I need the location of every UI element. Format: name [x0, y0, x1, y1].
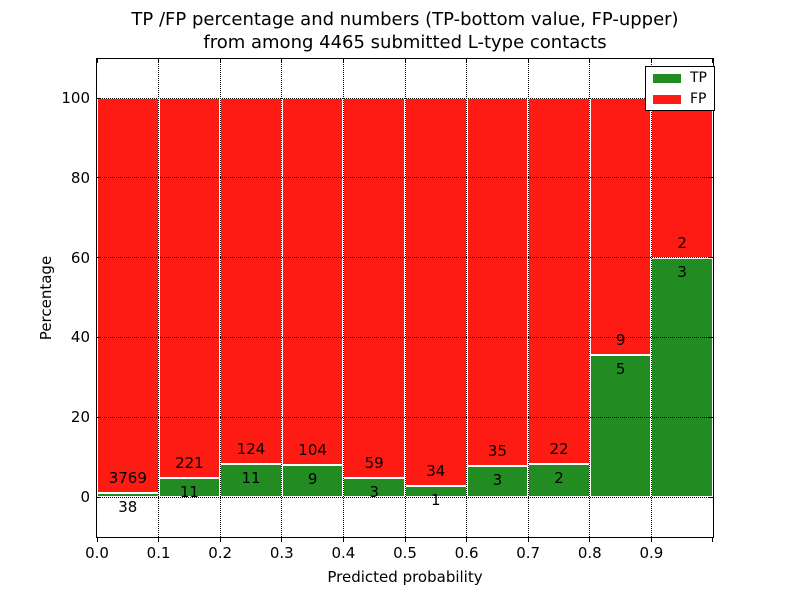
gridline-vertical: [527, 59, 529, 537]
y-tick-mark-right: [709, 336, 713, 338]
x-tick-mark-bottom: [281, 538, 283, 542]
legend: TP FP: [645, 66, 715, 111]
x-axis-label: Predicted probability: [327, 568, 483, 586]
bar-count-labels-layer: 3769 38 221 11 124 11 104 9 59 3 34 1 35 3 22 2 9 5 2 3: [97, 59, 713, 537]
tp-count-label: 9: [307, 470, 318, 489]
y-tick-mark-left: [97, 257, 101, 259]
tp-count-label: 1: [431, 490, 441, 509]
x-tick-mark-top: [342, 59, 344, 63]
x-tick-label: 0.3: [269, 544, 294, 562]
x-tick-mark-top: [158, 59, 160, 63]
bar-segment-tp: [528, 463, 590, 497]
x-tick-label: 0.5: [393, 544, 417, 562]
tp-count-label: 11: [179, 483, 199, 502]
legend-swatch-fp: [653, 94, 681, 104]
fp-count-label: 221: [175, 454, 204, 473]
tp-count-label: 5: [615, 359, 626, 378]
gridline-vertical: [158, 59, 160, 537]
tp-count-label: 3: [369, 482, 379, 501]
x-tick-mark-top: [650, 59, 652, 63]
chart-title: TP /FP percentage and numbers (TP-bottom…: [131, 8, 678, 54]
tp-count-label: 38: [118, 498, 138, 517]
gridline-vertical: [342, 59, 344, 537]
x-tick-label: 0.0: [85, 544, 109, 562]
tp-count-label: 2: [554, 468, 564, 487]
x-tick-mark-top: [281, 59, 283, 63]
y-tick-mark-right: [709, 177, 713, 179]
legend-label: TP: [690, 69, 707, 86]
x-tick-label: 0.2: [208, 544, 233, 562]
y-tick-mark-left: [97, 416, 101, 418]
x-tick-mark-top: [527, 59, 529, 63]
x-tick-mark-bottom: [342, 538, 344, 542]
y-tick-mark-left: [97, 97, 101, 99]
grid-layer: [97, 59, 713, 537]
y-tick-label: 20: [70, 408, 90, 427]
gridline-vertical: [219, 59, 221, 537]
fp-count-label: 3769: [108, 469, 147, 488]
tp-count-label: 3: [677, 262, 687, 281]
bar-segment-tp: [651, 257, 713, 497]
legend-swatch-tp: [653, 73, 681, 83]
gridline-vertical: [650, 59, 652, 537]
x-tick-mark-top: [712, 59, 713, 63]
x-tick-mark-bottom: [466, 538, 468, 542]
fp-count-label: 124: [236, 440, 266, 459]
x-tick-label: 0.8: [577, 544, 602, 562]
y-tick-label: 60: [70, 248, 90, 267]
y-tick-label: 0: [80, 488, 90, 506]
bar-segment-fp: [97, 98, 159, 494]
legend-label: FP: [690, 90, 707, 107]
x-tick-mark-bottom: [650, 538, 652, 542]
x-tick-mark-bottom: [712, 538, 713, 542]
x-tick-mark-bottom: [527, 538, 529, 542]
chart-title-line2: from among 4465 submitted L-type contact…: [203, 32, 607, 53]
x-tick-label: 0.6: [454, 544, 479, 562]
y-tick-mark-right: [709, 416, 713, 418]
fp-count-label: 22: [549, 439, 569, 458]
x-tick-mark-top: [97, 59, 98, 63]
y-tick-mark-left: [97, 336, 101, 338]
bars-layer: [97, 59, 713, 537]
gridline-vertical: [466, 59, 468, 537]
x-tick-label: 0.7: [516, 544, 541, 562]
fp-count-label: 104: [298, 441, 327, 460]
tp-count-label: 11: [241, 469, 261, 488]
legend-item-tp: TP: [653, 69, 707, 86]
fp-count-label: 35: [487, 441, 507, 460]
x-tick-label: 0.4: [331, 544, 356, 562]
x-tick-mark-top: [466, 59, 468, 63]
y-tick-label: 80: [70, 168, 90, 187]
legend-item-fp: FP: [653, 90, 707, 107]
x-tick-mark-top: [589, 59, 591, 63]
x-tick-mark-bottom: [219, 538, 221, 542]
gridline-vertical: [404, 59, 406, 537]
chart-title-line1: TP /FP percentage and numbers (TP-bottom…: [131, 9, 679, 30]
y-tick-mark-left: [97, 496, 101, 498]
fp-count-label: 2: [677, 233, 687, 252]
y-tick-label: 100: [61, 89, 90, 107]
tp-count-label: 3: [492, 470, 503, 489]
x-tick-mark-top: [219, 59, 221, 63]
gridline-vertical: [281, 59, 283, 537]
y-tick-label: 40: [70, 328, 90, 347]
bar-segment-fp: [405, 98, 467, 486]
x-tick-mark-bottom: [404, 538, 406, 542]
x-tick-mark-bottom: [97, 538, 98, 542]
fp-count-label: 9: [615, 330, 626, 349]
fp-count-label: 34: [426, 461, 446, 480]
x-tick-label: 0.9: [639, 544, 664, 562]
gridline-vertical: [589, 59, 591, 537]
x-tick-mark-bottom: [158, 538, 160, 542]
y-tick-mark-right: [709, 496, 713, 498]
y-tick-mark-left: [97, 177, 101, 179]
fp-count-label: 59: [364, 453, 384, 472]
y-tick-mark-right: [709, 257, 713, 259]
plot-area: 3769 38 221 11 124 11 104 9 59 3 34 1 35 3 22 2 9 5 2 3 TP F…: [96, 58, 715, 542]
x-tick-label: 0.1: [146, 544, 171, 562]
x-tick-mark-bottom: [589, 538, 591, 542]
x-tick-mark-top: [404, 59, 406, 63]
bar-segment-fp: [528, 98, 590, 464]
